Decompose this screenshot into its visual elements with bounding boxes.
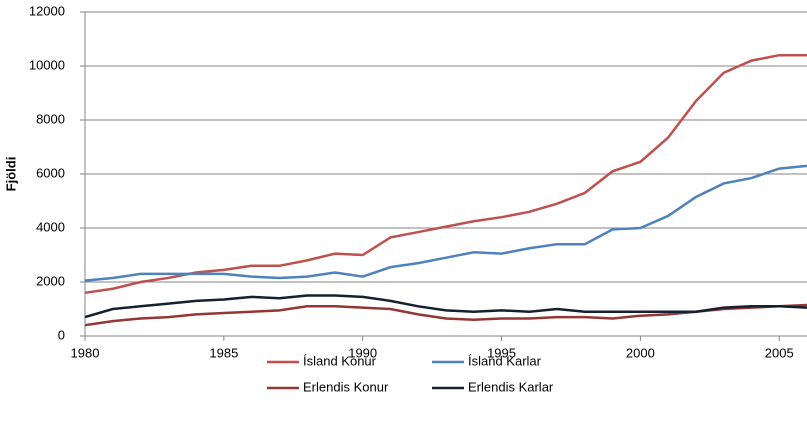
y-tick-label: 10000 bbox=[29, 57, 65, 72]
y-tick-label: 4000 bbox=[36, 219, 65, 234]
series-line bbox=[84, 303, 807, 327]
x-tick-label: 1985 bbox=[209, 345, 238, 360]
y-tick-label: 8000 bbox=[36, 111, 65, 126]
legend-label: Ísland Konur bbox=[303, 353, 377, 368]
legend-label: Ísland Karlar bbox=[468, 353, 542, 368]
x-tick-label: 1990 bbox=[348, 345, 377, 360]
x-tick-label: 1980 bbox=[71, 345, 100, 360]
x-tick-label: 2000 bbox=[626, 345, 655, 360]
legend-label: Erlendis Konur bbox=[303, 379, 389, 394]
series-line bbox=[84, 53, 807, 295]
series-line bbox=[84, 294, 807, 319]
y-tick-label: 6000 bbox=[36, 165, 65, 180]
series-line bbox=[84, 164, 807, 282]
x-tick-label: 1995 bbox=[487, 345, 516, 360]
y-tick-label: 12000 bbox=[29, 3, 65, 18]
x-tick-label: 2005 bbox=[765, 345, 794, 360]
y-tick-label: 0 bbox=[58, 327, 65, 342]
y-axis-label: Fjöldi bbox=[3, 157, 18, 192]
legend-label: Erlendis Karlar bbox=[468, 379, 554, 394]
y-tick-label: 2000 bbox=[36, 273, 65, 288]
